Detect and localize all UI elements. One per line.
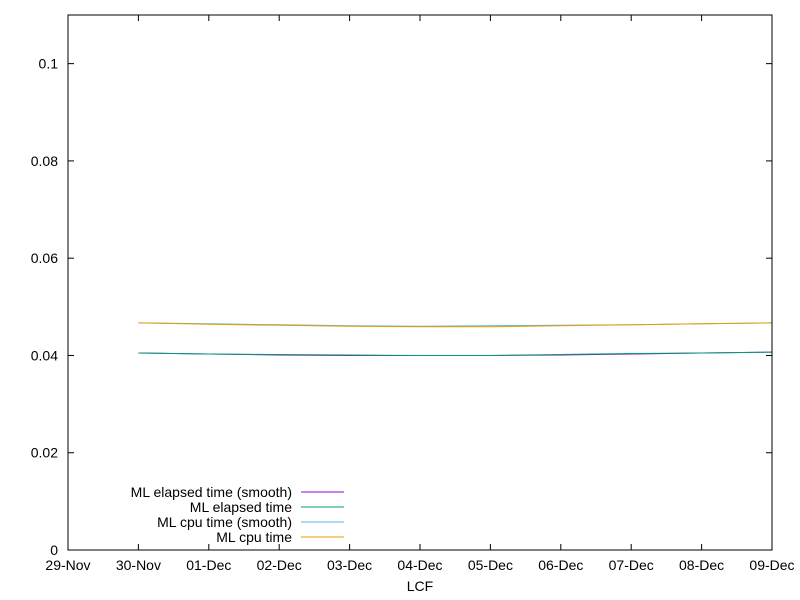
legend-label: ML cpu time: [216, 529, 292, 545]
x-tick-label: 04-Dec: [397, 557, 442, 573]
y-tick-label: 0: [50, 542, 58, 558]
x-tick-label: 29-Nov: [45, 557, 90, 573]
x-tick-label: 06-Dec: [538, 557, 583, 573]
x-tick-label: 09-Dec: [749, 557, 794, 573]
y-tick-label: 0.04: [31, 347, 58, 363]
y-tick-label: 0.06: [31, 250, 58, 266]
series-line: [138, 351, 773, 356]
legend-label: ML elapsed time (smooth): [131, 484, 292, 500]
series-lines: [138, 322, 773, 356]
legend: ML elapsed time (smooth)ML elapsed timeM…: [131, 484, 344, 545]
x-tick-labels: 29-Nov 30-Nov 01-Dec 02-Dec 03-Dec 04-Dec 05-D…: [45, 557, 794, 573]
plot-frame: [67, 14, 773, 551]
x-axis-title: LCF: [407, 578, 433, 594]
y-tick-label: 0.1: [39, 56, 59, 72]
x-tick-label: 02-Dec: [257, 557, 302, 573]
y-tick-labels: 0 0.02 0.04 0.06 0.08 0.1: [31, 56, 58, 558]
x-tick-label: 05-Dec: [468, 557, 513, 573]
x-tick-label: 30-Nov: [116, 557, 161, 573]
x-tick-label: 01-Dec: [186, 557, 231, 573]
legend-label: ML cpu time (smooth): [157, 514, 292, 530]
axis-ticks: [67, 15, 773, 551]
x-tick-label: 03-Dec: [327, 557, 372, 573]
y-tick-label: 0.02: [31, 445, 58, 461]
x-tick-label: 08-Dec: [679, 557, 724, 573]
x-tick-label: 07-Dec: [609, 557, 654, 573]
series-line: [138, 322, 773, 328]
y-tick-label: 0.08: [31, 153, 58, 169]
legend-label: ML elapsed time: [190, 499, 292, 515]
